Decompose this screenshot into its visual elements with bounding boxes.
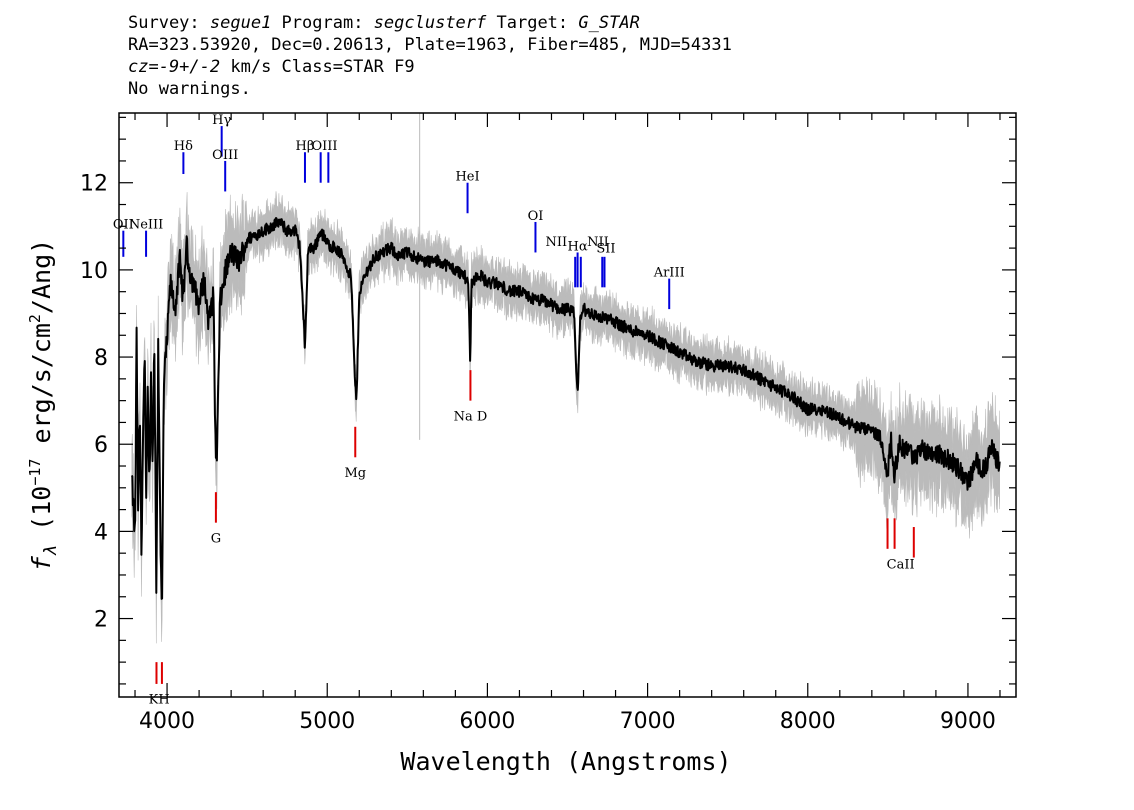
header-line-coords: RA=323.53920, Dec=0.20613, Plate=1963, F… (128, 35, 732, 55)
y-axis-title-mid: erg/s/cm (27, 323, 56, 458)
y-tick-label-2: 2 (94, 608, 108, 633)
line-label-OIII-4: OIII (212, 148, 238, 163)
plot-frame (118, 112, 1017, 698)
line-label-SII-12: SII (596, 241, 615, 256)
line-label-Mg-16: Mg (344, 466, 366, 481)
line-label-ArIII-13: ArIII (653, 265, 685, 280)
y-axis-title-post: /Ang) (27, 239, 56, 314)
program-label: Program: (271, 13, 374, 33)
y-tick-label-12: 12 (80, 172, 108, 197)
x-tick-label-4000: 4000 (139, 709, 195, 734)
line-label-Hα-9: Hα (568, 239, 588, 254)
noise-band-area (131, 191, 1000, 644)
line-label-Hδ-2: Hδ (174, 139, 193, 154)
y-tick-label-8: 8 (94, 346, 108, 371)
axes: 4000 5000 6000 7000 8000 9000 2 4 6 8 10 12 (80, 112, 1017, 734)
line-label-NeIII-1: NeIII (129, 217, 163, 232)
y-axis-title-f: f (27, 555, 56, 571)
program-value: segclusterf (373, 13, 487, 33)
header-line-redshift: cz=-9+/-2 km/s Class=STAR F9 (128, 56, 732, 78)
x-tick-label-7000: 7000 (620, 709, 676, 734)
survey-value: segue1 (209, 13, 272, 33)
spectrum-series (130, 217, 1001, 600)
line-label-G-15: G (211, 531, 221, 546)
y-tick-label-4: 4 (94, 520, 108, 545)
y-tick-label-10: 10 (80, 259, 108, 284)
y-axis-title: fλ (10−17 erg/s/cm2/Ang) (26, 239, 61, 571)
x-tick-label-8000: 8000 (780, 709, 836, 734)
line-label-Hγ-3: Hγ (212, 113, 231, 128)
x-axis-title: Wavelength (Angstroms) (400, 747, 731, 776)
header-line-warnings: No warnings. (128, 79, 251, 99)
line-label-OII-0: OII (113, 217, 134, 232)
line-label-NII-10: NII (545, 235, 567, 250)
line-label-HeI-7: HeI (455, 170, 479, 185)
line-label-OIII-6: OIII (311, 139, 337, 154)
x-tick-label-9000: 9000 (940, 709, 996, 734)
cz-value: cz=-9+/-2 (128, 57, 221, 77)
y-axis-title-exp: −17 (26, 459, 44, 486)
header-line-survey: Survey: segue1 Program: segclusterf Targ… (128, 12, 732, 34)
line-label-CaII-18: CaII (887, 557, 915, 572)
line-label-OI-8: OI (528, 209, 544, 224)
spectrum-line (130, 217, 1001, 600)
y-tick-label-6: 6 (94, 433, 108, 458)
noise-band (131, 113, 1000, 644)
survey-label: Survey: (128, 13, 210, 33)
y-axis-title-exp2: 2 (26, 314, 44, 323)
target-label: Target: (486, 13, 579, 33)
line-label-Na-D-17: Na D (454, 409, 488, 424)
spectrum-header: Survey: segue1 Program: segclusterf Targ… (128, 12, 732, 100)
target-value: G_STAR (578, 13, 640, 33)
x-tick-label-5000: 5000 (299, 709, 355, 734)
x-tick-label-6000: 6000 (459, 709, 515, 734)
class-value: km/s Class=STAR F9 (220, 57, 415, 77)
y-axis-title-pre: (10 (27, 486, 56, 546)
line-label-NII-11: NII (587, 235, 609, 250)
line-label-Hβ-5: Hβ (296, 139, 315, 154)
y-axis-title-lambda: λ (41, 546, 61, 556)
